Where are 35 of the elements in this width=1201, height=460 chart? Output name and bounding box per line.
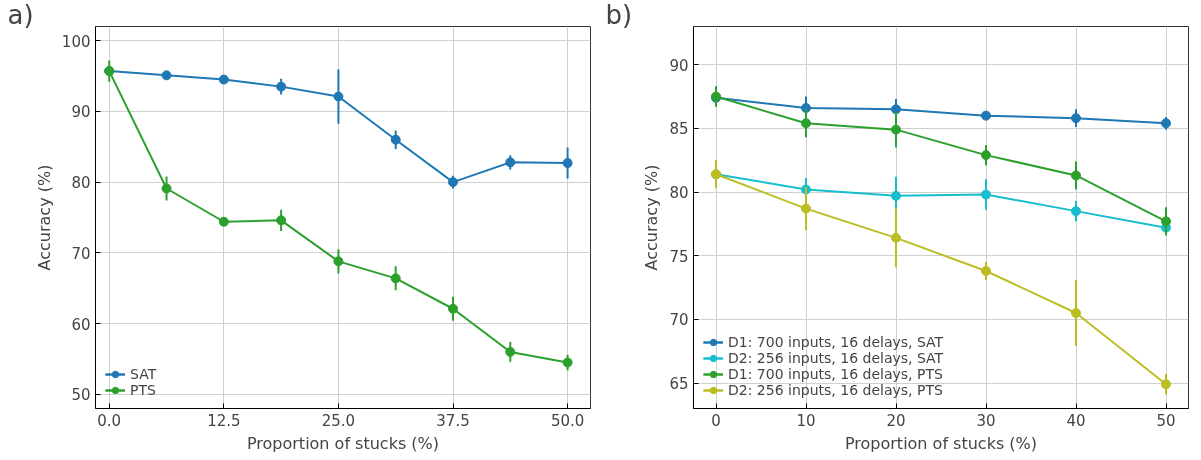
x-tick-label: 50 — [1156, 411, 1176, 430]
text: a) — [7, 0, 34, 30]
y-tick-label: 80 — [71, 174, 91, 193]
x-tick-label: 30 — [976, 411, 996, 430]
x-tick-label: 0.0 — [97, 411, 122, 430]
y-tick-label: 85 — [669, 120, 689, 139]
legend-label: PTS — [130, 382, 156, 398]
legend-label: D1: 700 inputs, 16 delays, SAT — [728, 334, 944, 350]
x-axis-title: Proportion of stucks (%) — [844, 433, 1038, 453]
y-axis-title: Accuracy (%) — [642, 164, 662, 271]
legend-label: SAT — [130, 366, 157, 382]
y-tick-label: 90 — [71, 103, 91, 122]
x-tick-label: 20 — [886, 411, 906, 430]
legend-label: D1: 700 inputs, 16 delays, PTS — [728, 366, 943, 382]
y-axis-title: Accuracy (%) — [34, 164, 54, 271]
x-axis-title: Proportion of stucks (%) — [246, 433, 440, 453]
x-tick-label: 37.5 — [436, 411, 470, 430]
y-tick-label: 80 — [669, 184, 689, 203]
x-tick-label: 25.0 — [321, 411, 356, 430]
y-tick-label: 100 — [61, 32, 91, 51]
legend-label: D2: 256 inputs, 16 delays, PTS — [728, 382, 943, 398]
x-tick-label: 40 — [1066, 411, 1086, 430]
x-tick-label: 50.0 — [550, 411, 585, 430]
y-tick-label: 70 — [669, 311, 689, 330]
y-tick-label: 50 — [71, 386, 91, 405]
legend-label: D2: 256 inputs, 16 delays, SAT — [728, 350, 944, 366]
x-tick-label: 12.5 — [207, 411, 241, 430]
y-tick-label: 60 — [71, 315, 91, 334]
x-tick-label: 10 — [796, 411, 816, 430]
y-tick-label: 70 — [71, 244, 91, 263]
y-tick-label: 75 — [669, 247, 689, 266]
y-tick-label: 90 — [669, 56, 689, 75]
y-tick-label: 65 — [669, 375, 689, 394]
x-tick-label: 0 — [711, 411, 721, 430]
text: b) — [605, 0, 633, 30]
